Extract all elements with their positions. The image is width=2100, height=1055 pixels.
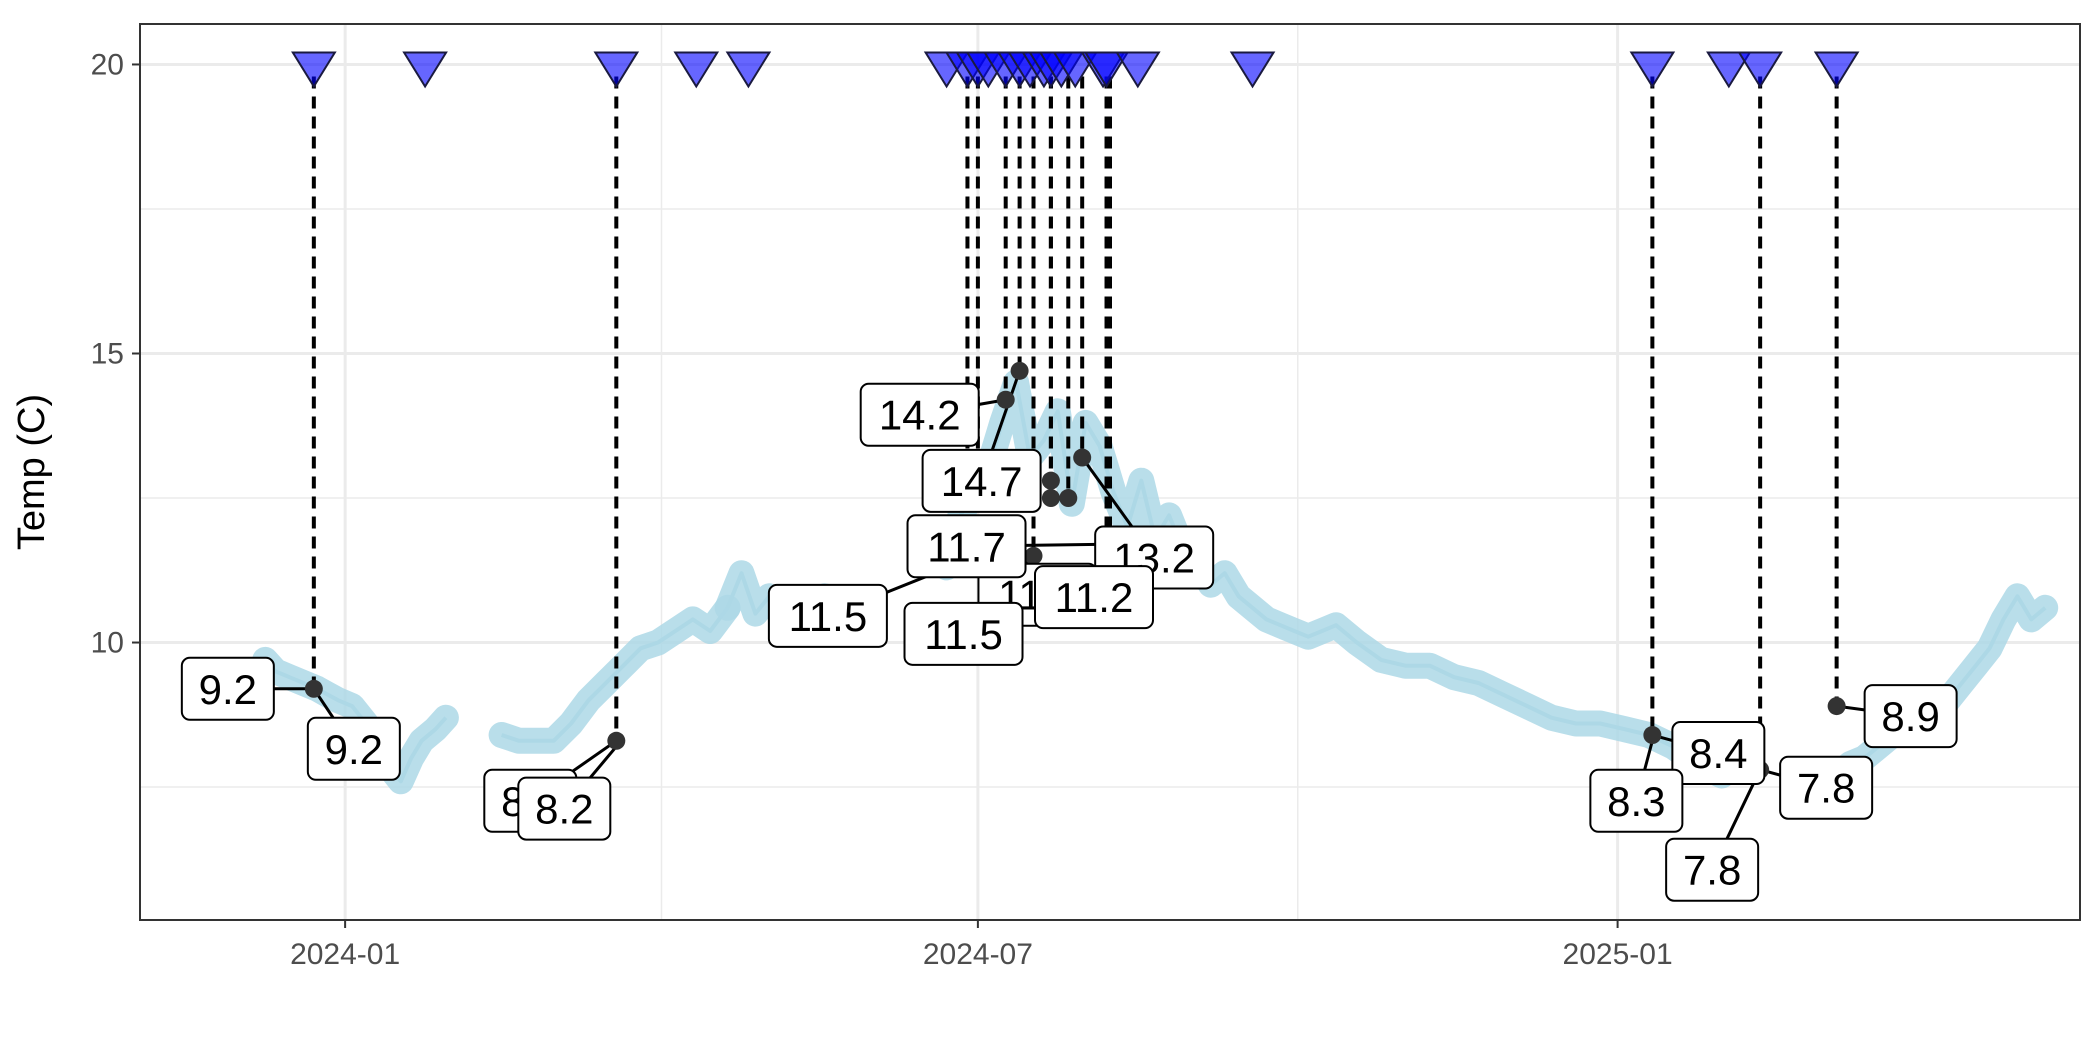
event-marker: [1737, 51, 1783, 89]
data-labels: 9.28.311.911.514.214.711.513.211.711.28.…: [180, 382, 1958, 902]
data-label-box: [306, 716, 401, 781]
event-marker: [1115, 51, 1161, 89]
sample-point: [1059, 489, 1078, 508]
sample-point: [1041, 489, 1060, 508]
y-tick-label: 15: [91, 337, 124, 370]
temperature-line: [500, 606, 730, 743]
event-marker: [291, 51, 337, 89]
data-label-box: [1034, 565, 1154, 630]
event-marker: [1706, 51, 1752, 89]
data-label-text: 14.7: [941, 458, 1023, 505]
x-tick-label: 2025-01: [1563, 938, 1673, 971]
data-label-text: 11.2: [1055, 574, 1134, 621]
event-marker: [673, 51, 720, 89]
event-marker: [1813, 51, 1860, 89]
sample-point: [1024, 546, 1043, 565]
data-label-text: 8.9: [1881, 693, 1939, 740]
data-label-text: 11.7: [927, 523, 1006, 570]
data-label-box: [517, 776, 612, 841]
data-label: 9.2: [306, 716, 401, 781]
event-marker: [402, 51, 448, 89]
data-label: 8.4: [1671, 721, 1766, 786]
sample-point: [304, 679, 323, 698]
data-label-text: 14.2: [879, 392, 961, 439]
y-tick-label: 10: [91, 627, 124, 660]
data-label: 9.2: [180, 656, 275, 721]
data-label: 11.7: [906, 514, 1027, 579]
sample-point: [1073, 448, 1092, 467]
temperature-line: [944, 380, 1723, 778]
x-tick-label: 2024-07: [923, 938, 1033, 971]
sample-point: [1643, 726, 1662, 745]
temperature-trace: [252, 369, 2059, 812]
data-label: 11.5: [903, 601, 1024, 666]
y-axis-title: Temp (C): [11, 394, 53, 550]
event-marker: [1629, 51, 1676, 89]
data-label-text: 9.2: [325, 726, 383, 773]
data-label-box: [1779, 755, 1874, 820]
y-tick-label: 20: [91, 48, 124, 81]
sample-point: [1041, 471, 1060, 490]
event-stems: [311, 76, 1839, 770]
data-label: 8.9: [1863, 684, 1958, 749]
data-label: 11.2: [1034, 565, 1154, 630]
data-label-box: [903, 601, 1024, 666]
sample-point: [607, 731, 626, 750]
sample-point: [1010, 361, 1029, 380]
data-label-box: [1665, 837, 1760, 902]
data-label: 8.2: [517, 776, 612, 841]
data-label: 7.8: [1779, 755, 1874, 820]
event-markers: [291, 51, 1860, 89]
data-label-text: 11.5: [789, 593, 868, 640]
event-marker: [1229, 51, 1276, 89]
panel-border: [139, 23, 2081, 921]
data-label: 14.7: [921, 448, 1042, 513]
sample-point: [996, 390, 1015, 409]
data-label-text: 7.8: [1683, 847, 1741, 894]
sample-point: [1827, 697, 1846, 716]
data-label: 14.2: [859, 382, 980, 447]
data-label-box: [1589, 768, 1684, 833]
data-label-text: 8.4: [1689, 730, 1747, 777]
event-marker: [1052, 51, 1099, 89]
data-label-text: 7.8: [1797, 765, 1855, 812]
data-label-box: [906, 514, 1027, 579]
data-label-box: [767, 583, 888, 648]
temperature-line: [263, 658, 448, 784]
data-label: 8.3: [1589, 768, 1684, 833]
data-label: 11.5: [767, 583, 888, 648]
data-label-text: 11.5: [924, 611, 1003, 658]
event-marker: [725, 51, 772, 89]
data-label: 7.8: [1665, 837, 1760, 902]
data-label-box: [1863, 684, 1958, 749]
event-marker: [593, 51, 640, 89]
data-label-text: 9.2: [199, 666, 257, 713]
data-label-box: [180, 656, 275, 721]
x-tick-label: 2024-01: [290, 938, 400, 971]
event-marker: [1083, 51, 1130, 89]
data-label-box: [921, 448, 1042, 513]
data-label-text: 8.3: [1607, 778, 1665, 825]
data-label-box: [1671, 721, 1766, 786]
data-label-box: [859, 382, 980, 447]
axes: Temp (C) 10 15 20 2024-01 2024-07 2025-01: [11, 48, 1673, 971]
data-label-text: 8.2: [535, 786, 593, 833]
